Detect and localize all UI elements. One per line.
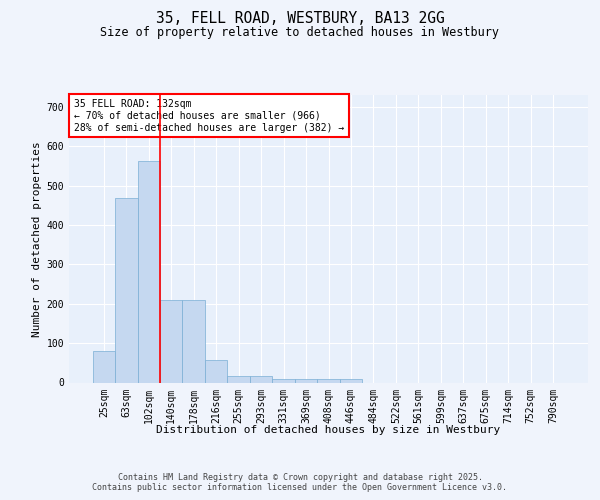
Bar bbox=[205, 360, 227, 382]
Bar bbox=[182, 300, 205, 382]
Text: Contains HM Land Registry data © Crown copyright and database right 2025.
Contai: Contains HM Land Registry data © Crown c… bbox=[92, 473, 508, 492]
Text: Size of property relative to detached houses in Westbury: Size of property relative to detached ho… bbox=[101, 26, 499, 39]
Bar bbox=[92, 352, 115, 382]
Bar bbox=[272, 378, 295, 382]
Bar bbox=[227, 376, 250, 382]
Bar bbox=[160, 300, 182, 382]
Bar bbox=[250, 376, 272, 382]
Text: 35, FELL ROAD, WESTBURY, BA13 2GG: 35, FELL ROAD, WESTBURY, BA13 2GG bbox=[155, 11, 445, 26]
Bar bbox=[340, 380, 362, 382]
Text: 35 FELL ROAD: 132sqm
← 70% of detached houses are smaller (966)
28% of semi-deta: 35 FELL ROAD: 132sqm ← 70% of detached h… bbox=[74, 100, 344, 132]
Bar bbox=[115, 198, 137, 382]
Bar bbox=[295, 378, 317, 382]
Bar bbox=[137, 161, 160, 382]
Bar bbox=[317, 380, 340, 382]
Y-axis label: Number of detached properties: Number of detached properties bbox=[32, 141, 43, 336]
X-axis label: Distribution of detached houses by size in Westbury: Distribution of detached houses by size … bbox=[157, 426, 500, 436]
